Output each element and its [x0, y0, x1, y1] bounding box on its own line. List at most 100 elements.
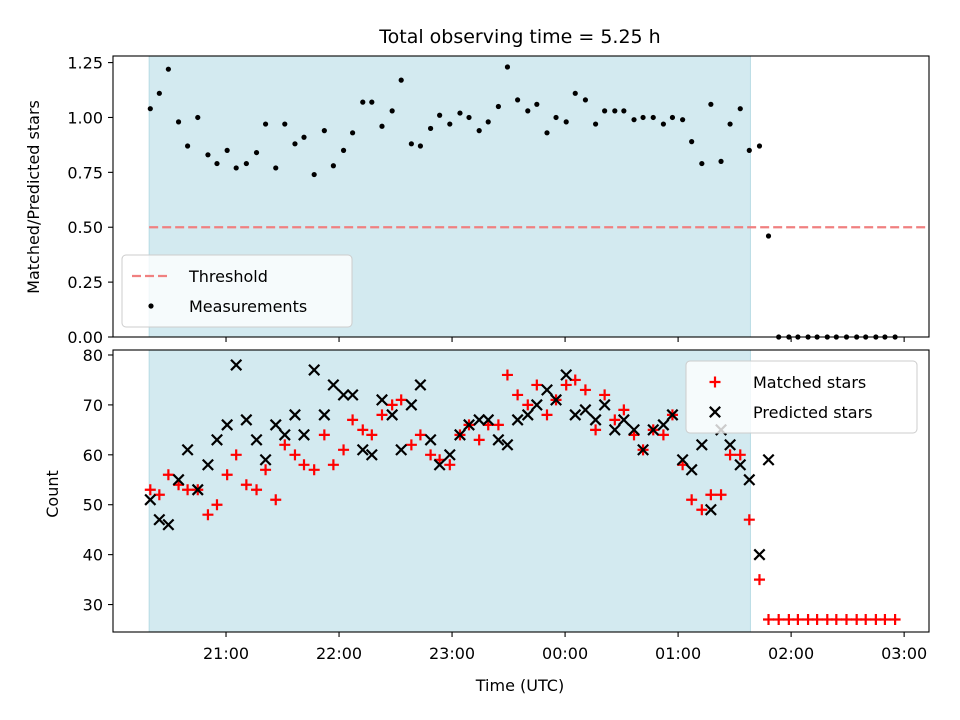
data-point	[640, 114, 646, 121]
data-point	[560, 368, 573, 381]
data-point	[311, 171, 317, 178]
data-point	[327, 459, 339, 471]
data-point	[582, 97, 589, 103]
data-point	[301, 134, 307, 140]
data-point	[201, 458, 214, 471]
data-point	[289, 449, 301, 461]
y-tick-label: 50	[83, 496, 103, 515]
data-point	[379, 123, 385, 129]
data-point	[709, 406, 721, 418]
data-point	[773, 614, 785, 626]
data-point	[417, 143, 424, 149]
data-point	[569, 408, 582, 421]
legend-label: Predicted stars	[753, 403, 873, 422]
data-point	[318, 429, 330, 441]
data-point	[175, 119, 182, 125]
data-point	[737, 106, 743, 112]
data-point	[531, 379, 543, 391]
data-point	[259, 453, 272, 466]
data-point	[463, 418, 475, 431]
data-point	[647, 423, 660, 436]
observing-window-shade	[148, 349, 751, 633]
panel-matched-ratio: 0.00 0.25 0.50 0.75 1.00 1.25 Threshold Measure…	[67, 54, 930, 347]
data-point	[495, 103, 501, 110]
y-tick-label: 80	[83, 346, 103, 365]
y-axis-label-ratio: Matched/Predicted stars	[24, 100, 43, 294]
data-point	[221, 418, 234, 431]
data-point	[727, 121, 733, 127]
data-point	[734, 458, 747, 471]
axes-frame	[112, 349, 930, 633]
data-point	[628, 423, 640, 436]
data-point	[695, 438, 708, 451]
y-tick-label: 0.00	[67, 328, 103, 347]
data-point	[405, 398, 418, 411]
y-tick-label: 70	[83, 396, 103, 415]
data-point	[433, 458, 446, 471]
data-point	[501, 369, 513, 381]
data-point	[211, 433, 223, 446]
data-point	[230, 358, 243, 371]
data-point	[205, 152, 211, 158]
data-point	[357, 424, 369, 436]
data-point	[144, 493, 157, 506]
data-point	[202, 509, 214, 521]
data-point	[617, 413, 630, 426]
data-point	[746, 147, 752, 153]
data-point	[705, 489, 717, 501]
data-point	[473, 434, 485, 446]
data-point	[282, 121, 288, 127]
data-point	[346, 388, 359, 401]
data-point	[589, 413, 602, 426]
data-point	[572, 90, 578, 96]
data-point	[541, 383, 553, 396]
data-point	[366, 429, 378, 441]
data-point	[214, 160, 220, 167]
data-point	[147, 106, 153, 112]
data-point	[182, 484, 194, 496]
data-point	[763, 614, 775, 626]
data-point	[579, 403, 592, 416]
data-point	[476, 128, 482, 134]
data-point	[405, 439, 417, 451]
data-point	[512, 389, 524, 401]
y-tick-label: 30	[83, 596, 103, 615]
data-point	[579, 384, 591, 396]
data-point	[360, 99, 366, 105]
data-point	[492, 419, 504, 431]
series-predicted-stars	[144, 358, 775, 561]
data-point	[592, 121, 599, 127]
data-point	[369, 99, 375, 105]
data-point	[686, 494, 698, 506]
data-point	[485, 119, 491, 125]
panel-star-counts: 30 40 50 60 70 80 21:00 22:00 23:00 00:00 01:00 02:…	[83, 346, 930, 663]
data-point	[657, 418, 670, 431]
data-point	[473, 413, 486, 426]
data-point	[365, 448, 378, 461]
data-point	[666, 408, 679, 421]
data-point	[685, 463, 698, 476]
axes-frame	[112, 55, 930, 338]
data-point	[718, 158, 724, 164]
data-point	[621, 108, 627, 114]
data-point	[515, 97, 521, 103]
data-point	[337, 388, 350, 401]
data-point	[240, 479, 252, 491]
x-tick-label: 02:00	[768, 644, 814, 663]
data-point	[414, 429, 426, 441]
data-point	[191, 483, 204, 496]
x-tick-label: 03:00	[881, 644, 927, 663]
data-point	[408, 141, 414, 147]
y-tick-label: 1.25	[67, 54, 103, 73]
data-point	[165, 66, 171, 72]
data-point	[457, 110, 463, 116]
legend-label: Threshold	[188, 267, 268, 286]
data-point	[230, 449, 242, 461]
legend-box	[121, 254, 353, 328]
data-point	[599, 389, 611, 401]
data-point	[292, 141, 298, 147]
data-point	[253, 149, 260, 156]
data-point	[608, 423, 621, 436]
data-point	[724, 449, 736, 461]
